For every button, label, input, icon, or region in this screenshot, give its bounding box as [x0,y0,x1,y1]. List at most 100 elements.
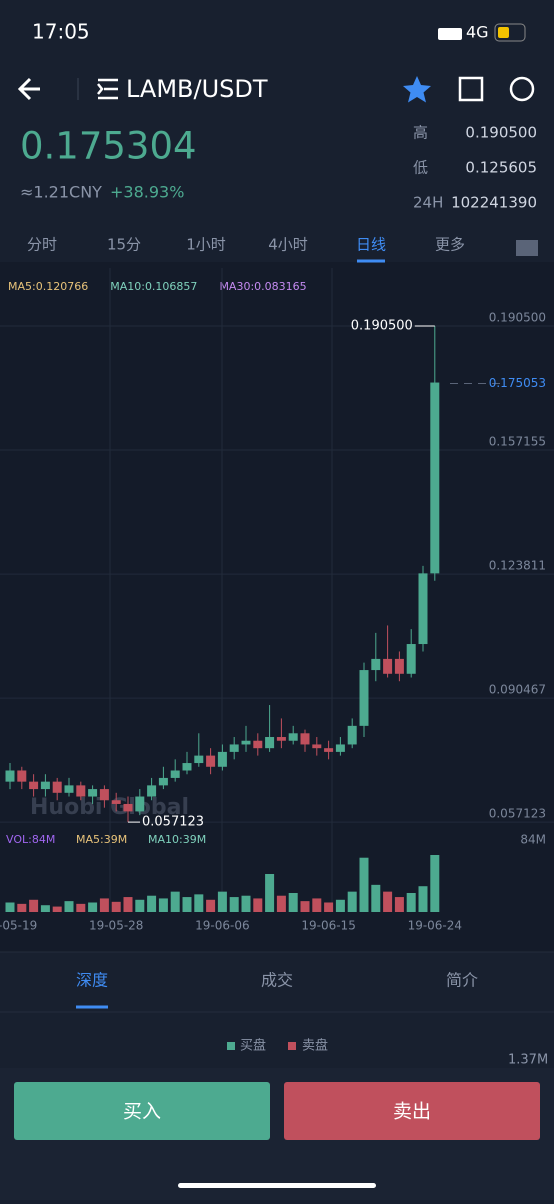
period-tab[interactable]: 分时 [27,236,57,254]
candle-body [406,644,416,674]
volume-bar [312,898,322,912]
volume-bar [229,897,239,912]
candle-body [64,785,74,793]
y-tick-label: 0.157155 [489,435,546,449]
content-tab[interactable]: 深度 [76,971,108,990]
y-tick-label: 0.090467 [489,683,546,697]
vol-ma-label: MA5:39M [76,833,127,846]
candle-body [111,800,121,804]
share[interactable] [509,76,535,102]
battery [494,23,526,42]
volume-bar [135,899,145,912]
candle-body [158,777,168,786]
home-indicator [178,1183,376,1188]
settings-icon[interactable] [516,240,538,256]
x-tick-label: 19-05-28 [89,919,143,933]
candle-body [418,573,428,645]
candle-body [276,737,286,741]
volume-bar [253,898,263,912]
content-tab[interactable]: 简介 [446,971,478,990]
candle-body [194,755,204,764]
cny: ≈1.21CNY [20,183,102,202]
high-marker: 0.190500 [351,319,413,334]
status-time: 17:05 [32,20,90,44]
candle-body [347,725,357,745]
volume-bar [40,905,50,912]
content-tab[interactable]: 成交 [261,971,293,990]
candle-body [324,748,334,752]
volume-bar [383,891,393,912]
favorite[interactable] [403,76,431,103]
high: 0.190500 [465,124,537,142]
candle-body [52,781,62,793]
candle-body [135,796,145,812]
y-tick-label: 0.057123 [489,807,546,821]
volume-bar [418,886,428,912]
candle-body [206,755,216,767]
battery-level [498,27,509,38]
volume-bar [123,897,133,912]
ma-label: MA30:0.083165 [219,280,306,293]
volume-bar [430,855,440,912]
candle-body [265,737,275,749]
period-tab[interactable]: 15分 [107,236,141,254]
vol: 102241390 [451,194,537,212]
change: +38.93% [110,183,184,202]
candle-body [17,770,27,782]
volume-bar [288,893,298,912]
vol-label: VOL:84M [6,833,55,846]
sell-button[interactable] [284,1082,540,1140]
candle-body [229,744,239,752]
candle-body [312,744,322,749]
candle-body [288,733,298,741]
candle-body [241,740,251,745]
depth-value: 1.37M [508,1053,548,1068]
candle-body [253,740,263,749]
x-tick-label: 19-06-06 [195,919,249,933]
x-tick-label: 19-05-19 [0,919,37,933]
candle-body [5,770,15,782]
legend-swatch [227,1042,235,1050]
signal [438,28,462,40]
price: 0.175304 [20,125,197,168]
high-label: 高 [413,124,428,142]
volume-bar [217,891,227,912]
vol-ma-label: MA10:39M [148,833,206,846]
x-tick-label: 19-06-24 [408,919,462,933]
period-tab[interactable]: 更多 [435,236,465,254]
low-marker: 0.057123 [142,815,204,830]
volume-bar [170,891,180,912]
candle-body [359,670,369,726]
volume-bar [194,894,204,912]
legend: 买盘 [240,1038,266,1054]
volume-bar [335,899,345,912]
volume-bar [5,902,15,912]
volume-bar [394,897,404,912]
period-tab[interactable]: 1小时 [186,236,226,254]
screenshot[interactable] [458,76,484,102]
candle-body [170,770,180,778]
pair: LAMB/USDT [126,75,268,103]
volume-bar [300,901,310,912]
ma-label: MA10:0.106857 [110,280,197,293]
volume-bar [17,903,27,912]
menu-icon[interactable] [97,78,118,100]
buy-label: 买入 [123,1101,161,1123]
buy-button[interactable] [14,1082,270,1140]
back[interactable] [17,77,40,101]
volume-bar [241,895,251,912]
y-tick-label: 0.190500 [489,311,546,325]
volume-bar [111,901,121,912]
candle-body [40,781,50,790]
period-tab[interactable]: 4小时 [268,236,308,254]
volume-bar [99,898,109,912]
vol-max: 84M [520,833,546,847]
period-tab[interactable]: 日线 [356,236,386,254]
candle-body [383,658,393,674]
candle-body [76,785,86,797]
vol-label: 24H [413,194,443,212]
candle-body [371,658,381,671]
volume-bar [406,893,416,912]
candle-body [88,789,98,797]
ma-label: MA5:0.120766 [8,280,88,293]
